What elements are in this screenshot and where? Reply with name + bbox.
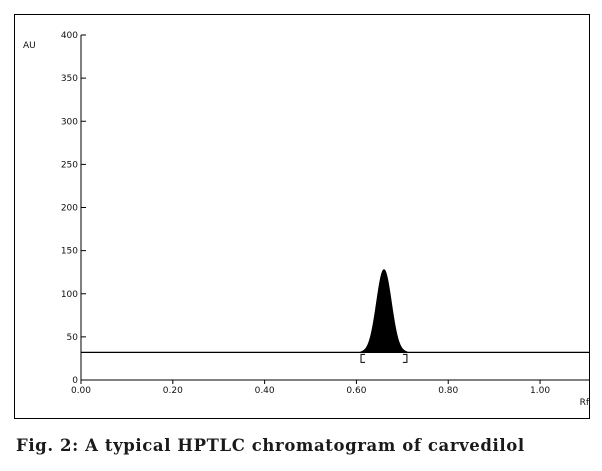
- chromatogram-chart: 0 50 100 150 200 250 300 350 400 0.00 0.20 0.40 0.60…: [23, 31, 590, 408]
- y-tick-label: 0: [72, 376, 78, 386]
- chart-frame: 0 50 100 150 200 250 300 350 400 0.00 0.20 0.40 0.60…: [14, 14, 590, 419]
- axes: [80, 35, 589, 382]
- y-axis-label: AU: [23, 41, 36, 51]
- x-tick-label: 0.80: [438, 386, 458, 396]
- peak-end-marker: [402, 353, 408, 363]
- y-tick-label: 150: [61, 247, 78, 257]
- peak-start-marker: [360, 353, 366, 363]
- y-tick-label: 350: [61, 74, 78, 84]
- x-tick-label: 0.20: [163, 386, 183, 396]
- x-tick-label: 1.00: [530, 386, 550, 396]
- y-tick-label: 50: [67, 333, 79, 343]
- y-tick-label: 300: [61, 117, 78, 127]
- x-tick-label: 0.00: [71, 386, 91, 396]
- peak-area: [360, 269, 408, 353]
- figure-caption: Fig. 2: A typical HPTLC chromatogram of …: [16, 436, 525, 455]
- y-tick-label: 200: [61, 204, 78, 214]
- ticks: 0 50 100 150 200 250 300 350 400 0.00 0.20 0.40 0.60…: [61, 31, 551, 396]
- x-tick-label: 0.40: [255, 386, 275, 396]
- x-tick-label: 0.60: [346, 386, 366, 396]
- y-tick-label: 400: [61, 31, 78, 41]
- y-tick-label: 250: [61, 160, 78, 170]
- y-tick-label: 100: [61, 290, 78, 300]
- x-axis-label: Rf: [580, 398, 590, 408]
- series: [81, 269, 589, 363]
